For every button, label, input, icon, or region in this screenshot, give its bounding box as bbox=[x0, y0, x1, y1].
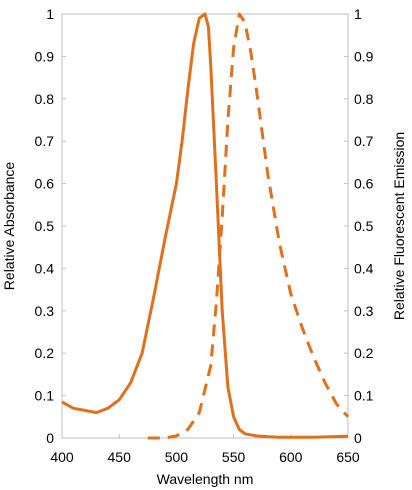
x-tick-label: 450 bbox=[108, 449, 132, 465]
right-tick-label: 1 bbox=[354, 6, 362, 22]
left-tick-label: 0.5 bbox=[35, 218, 55, 234]
left-tick-label: 0.6 bbox=[35, 176, 55, 192]
left-tick-label: 0.3 bbox=[35, 303, 55, 319]
left-tick-label: 0.8 bbox=[35, 91, 55, 107]
series-layer bbox=[61, 12, 350, 440]
x-tick-label: 400 bbox=[50, 449, 74, 465]
right-tick-label: 0.4 bbox=[354, 260, 374, 276]
right-tick-label: 0.5 bbox=[354, 218, 374, 234]
left-tick-label: 0 bbox=[46, 430, 54, 446]
left-tick-label: 0.1 bbox=[35, 388, 55, 404]
x-tick-label: 550 bbox=[222, 449, 246, 465]
y2-axis-title: Relative Fluorescent Emission bbox=[391, 132, 407, 320]
absorbance-series-line bbox=[61, 12, 349, 439]
plot-frame bbox=[61, 13, 349, 439]
emission-series-line bbox=[147, 12, 350, 440]
right-tick-label: 0.6 bbox=[354, 176, 374, 192]
x-axis-ticks: 400 450 500 550 600 650 bbox=[50, 434, 360, 465]
x-axis-title: Wavelength nm bbox=[157, 471, 254, 487]
y-axis-title: Relative Absorbance bbox=[1, 162, 17, 291]
left-tick-label: 0.2 bbox=[35, 345, 55, 361]
right-tick-label: 0.7 bbox=[354, 133, 374, 149]
left-tick-label: 0.4 bbox=[35, 260, 55, 276]
right-tick-label: 0.2 bbox=[354, 345, 374, 361]
right-tick-label: 0.1 bbox=[354, 388, 374, 404]
x-tick-label: 600 bbox=[279, 449, 303, 465]
right-tick-label: 0.3 bbox=[354, 303, 374, 319]
right-tick-label: 0.8 bbox=[354, 91, 374, 107]
left-tick-label: 0.7 bbox=[35, 133, 55, 149]
right-tick-label: 0 bbox=[354, 430, 362, 446]
left-axis-ticks: 0 0.1 0.2 0.3 0.4 0.5 0.6 0.7 0.8 0.9 1 bbox=[35, 6, 66, 446]
x-tick-label: 500 bbox=[165, 449, 189, 465]
x-tick-label: 650 bbox=[336, 449, 360, 465]
left-tick-label: 0.9 bbox=[35, 48, 55, 64]
right-tick-label: 0.9 bbox=[354, 48, 374, 64]
right-axis-ticks: 0 0.1 0.2 0.3 0.4 0.5 0.6 0.7 0.8 0.9 1 bbox=[344, 6, 374, 446]
left-tick-label: 1 bbox=[46, 6, 54, 22]
